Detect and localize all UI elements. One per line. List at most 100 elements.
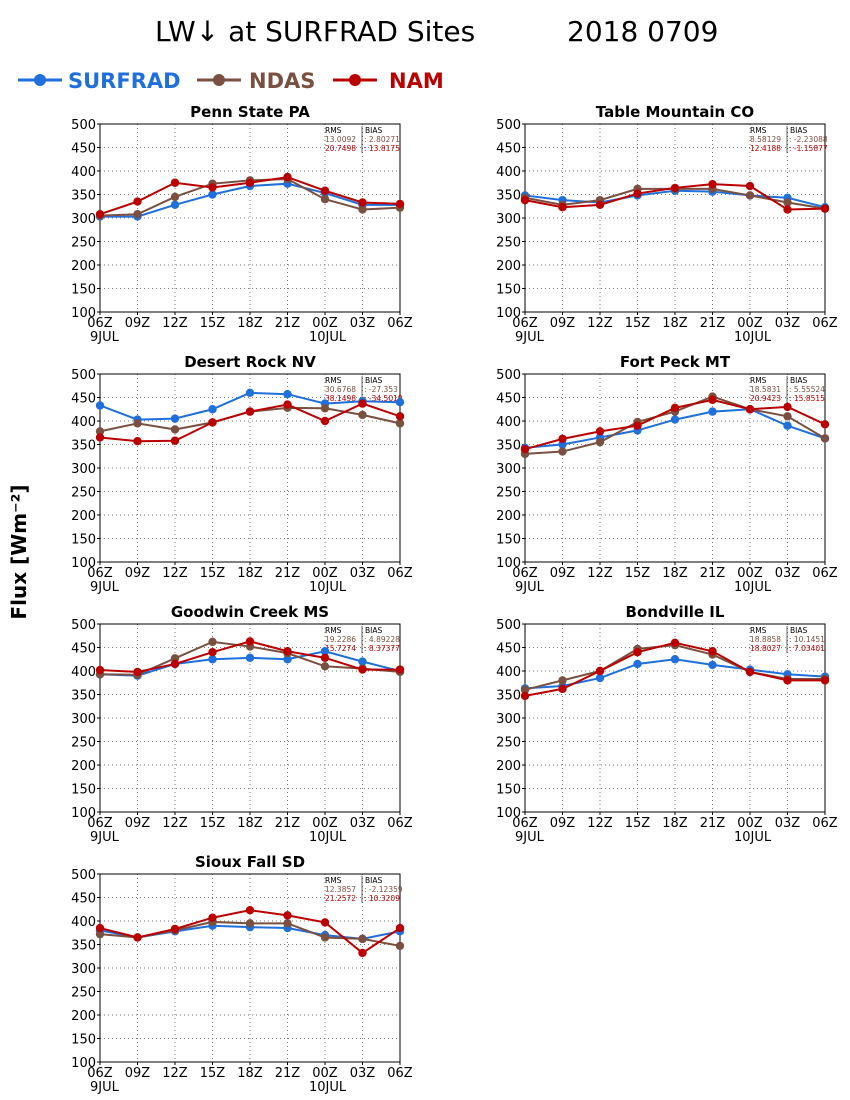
x-tick-label-goodwin-creek-ms: 06Z	[387, 816, 413, 831]
stats-bias-table-mountain-co: : -1.15877	[789, 144, 828, 153]
stats-rms-bondville-il: 18.8858	[750, 635, 781, 644]
x-tick-label-penn-state-pa: 12Z	[162, 316, 188, 331]
y-tick-label-desert-rock-nv: 250	[71, 486, 96, 501]
date-label-sioux-fall-sd: 9JUL	[90, 1080, 120, 1095]
y-tick-label-table-mountain-co: 250	[496, 236, 521, 251]
x-tick-label-penn-state-pa: 09Z	[125, 316, 151, 331]
data-point-ndas-fort-peck-mt	[595, 437, 605, 447]
y-tick-label-penn-state-pa: 450	[71, 142, 96, 157]
y-tick-label-bondville-il: 250	[496, 736, 521, 751]
x-tick-label-bondville-il: 18Z	[662, 816, 688, 831]
panel-title-table-mountain-co: Table Mountain CO	[596, 103, 754, 121]
y-tick-label-table-mountain-co: 300	[496, 212, 521, 227]
date-label-table-mountain-co: 10JUL	[734, 330, 772, 345]
x-tick-label-goodwin-creek-ms: 00Z	[312, 816, 338, 831]
y-tick-label-fort-peck-mt: 100	[496, 556, 521, 571]
x-tick-label-desert-rock-nv: 06Z	[387, 566, 413, 581]
x-tick-label-fort-peck-mt: 12Z	[587, 566, 613, 581]
stats-header-rms-penn-state-pa: RMS	[325, 126, 342, 135]
y-tick-label-desert-rock-nv: 450	[71, 392, 96, 407]
x-tick-label-goodwin-creek-ms: 03Z	[350, 816, 376, 831]
data-point-nam-bondville-il	[745, 667, 755, 677]
x-tick-label-desert-rock-nv: 18Z	[237, 566, 263, 581]
data-point-nam-penn-state-pa	[208, 183, 217, 192]
legend-item-nam: NAM	[333, 69, 444, 93]
y-tick-label-fort-peck-mt: 250	[496, 486, 521, 501]
stats-header-rms-goodwin-creek-ms: RMS	[325, 626, 342, 635]
x-tick-label-table-mountain-co: 06Z	[812, 316, 838, 331]
x-tick-label-fort-peck-mt: 06Z	[812, 566, 838, 581]
y-tick-label-desert-rock-nv: 200	[71, 509, 96, 524]
x-tick-label-table-mountain-co: 21Z	[700, 316, 726, 331]
stats-bias-table-mountain-co: : -2.23088	[789, 135, 828, 144]
data-point-ndas-goodwin-creek-ms	[208, 637, 217, 647]
panel-title-fort-peck-mt: Fort Peck MT	[620, 353, 731, 371]
data-point-nam-bondville-il	[820, 676, 830, 685]
stats-bias-goodwin-creek-ms: : 8.37377	[364, 644, 400, 653]
data-point-ndas-sioux-fall-sd	[95, 929, 105, 939]
y-tick-label-table-mountain-co: 200	[496, 259, 521, 274]
panels: Penn State PA 100 150 200 250 300 350 400 450 500…	[71, 103, 838, 1095]
y-tick-label-fort-peck-mt: 300	[496, 462, 521, 477]
date-label-bondville-il: 9JUL	[515, 830, 545, 845]
y-tick-label-goodwin-creek-ms: 400	[71, 665, 96, 680]
x-tick-label-fort-peck-mt: 09Z	[550, 566, 576, 581]
x-tick-label-sioux-fall-sd: 18Z	[237, 1066, 263, 1081]
data-point-ndas-fort-peck-mt	[558, 447, 567, 456]
stats-rms-table-mountain-co: 8.58129	[750, 135, 781, 144]
data-point-surfrad-goodwin-creek-ms	[320, 647, 330, 656]
stats-header-bias-sioux-fall-sd: BIAS	[365, 876, 382, 885]
x-tick-label-table-mountain-co: 06Z	[512, 316, 538, 331]
data-point-nam-fort-peck-mt	[670, 403, 680, 413]
data-point-nam-desert-rock-nv	[170, 436, 180, 445]
data-point-nam-penn-state-pa	[283, 172, 292, 182]
date-label-sioux-fall-sd: 10JUL	[309, 1080, 347, 1095]
data-point-ndas-desert-rock-nv	[320, 404, 330, 413]
stats-header-bias-fort-peck-mt: BIAS	[790, 376, 807, 385]
data-point-nam-goodwin-creek-ms	[208, 648, 217, 657]
x-tick-label-bondville-il: 03Z	[775, 816, 801, 831]
data-point-nam-sioux-fall-sd	[170, 924, 180, 934]
date-label-goodwin-creek-ms: 10JUL	[309, 830, 347, 845]
stats-bias-bondville-il: : 10.1451	[789, 635, 825, 644]
x-tick-label-desert-rock-nv: 03Z	[350, 566, 376, 581]
data-point-surfrad-penn-state-pa	[170, 200, 180, 210]
stats-rms-fort-peck-mt: 18.5831	[750, 385, 781, 394]
data-point-nam-desert-rock-nv	[358, 399, 367, 408]
data-point-surfrad-goodwin-creek-ms	[358, 657, 367, 666]
x-tick-label-bondville-il: 06Z	[812, 816, 838, 831]
x-tick-label-bondville-il: 15Z	[625, 816, 651, 831]
data-point-ndas-goodwin-creek-ms	[320, 662, 330, 671]
data-point-surfrad-desert-rock-nv	[245, 388, 255, 397]
y-tick-label-fort-peck-mt: 200	[496, 509, 521, 524]
y-tick-label-desert-rock-nv: 100	[71, 556, 96, 571]
y-tick-label-penn-state-pa: 100	[71, 306, 96, 321]
data-point-surfrad-bondville-il	[595, 673, 605, 683]
data-point-nam-bondville-il	[595, 666, 605, 676]
y-tick-label-fort-peck-mt: 350	[496, 439, 521, 454]
x-tick-label-table-mountain-co: 15Z	[625, 316, 651, 331]
data-point-surfrad-fort-peck-mt	[708, 407, 717, 416]
data-point-nam-goodwin-creek-ms	[283, 647, 292, 656]
stats-rms-sioux-fall-sd: 21.2572	[325, 894, 356, 903]
y-tick-label-desert-rock-nv: 300	[71, 462, 96, 477]
y-tick-label-goodwin-creek-ms: 250	[71, 736, 96, 751]
data-point-nam-fort-peck-mt	[633, 421, 642, 430]
y-tick-label-fort-peck-mt: 150	[496, 533, 521, 548]
y-tick-label-fort-peck-mt: 500	[496, 368, 521, 383]
panel-penn-state-pa: Penn State PA 100 150 200 250 300 350 400 450 500…	[71, 103, 413, 345]
x-tick-label-penn-state-pa: 06Z	[87, 316, 113, 331]
stats-header-bias-penn-state-pa: BIAS	[365, 126, 382, 135]
date-label-fort-peck-mt: 9JUL	[515, 580, 545, 595]
stats-rms-goodwin-creek-ms: 19.2286	[325, 635, 356, 644]
x-tick-label-bondville-il: 12Z	[587, 816, 613, 831]
x-tick-label-fort-peck-mt: 03Z	[775, 566, 801, 581]
y-tick-label-sioux-fall-sd: 100	[71, 1056, 96, 1071]
stats-header-rms-fort-peck-mt: RMS	[750, 376, 767, 385]
legend-item-surfrad: SURFRAD	[18, 69, 181, 93]
data-point-nam-desert-rock-nv	[320, 416, 330, 426]
x-tick-label-fort-peck-mt: 21Z	[700, 566, 726, 581]
data-point-surfrad-penn-state-pa	[208, 190, 217, 199]
x-tick-label-goodwin-creek-ms: 18Z	[237, 816, 263, 831]
date-label-penn-state-pa: 10JUL	[309, 330, 347, 345]
